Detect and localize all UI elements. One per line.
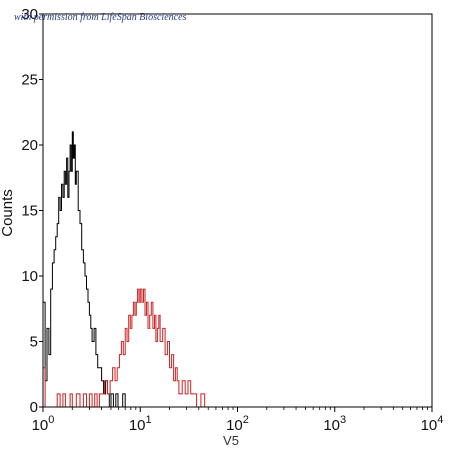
- plot-frame: [42, 13, 433, 408]
- x-tick-label: 100: [32, 414, 55, 434]
- x-tick-label: 103: [323, 414, 346, 434]
- x-axis-title: V5: [223, 433, 239, 448]
- tick-layer: [39, 13, 433, 412]
- y-tick-label: 10: [21, 268, 38, 285]
- label-layer: 100 101 102 103 104 0 5 10 15 20 25 30: [21, 6, 443, 434]
- control-histogram-line: [43, 131, 148, 408]
- y-tick-label: 20: [21, 137, 38, 154]
- x-tick-label: 102: [226, 414, 249, 434]
- y-tick-label: 30: [21, 6, 38, 23]
- x-tick-label: 101: [129, 414, 152, 434]
- series-layer: [43, 131, 432, 408]
- y-tick-label: 0: [30, 399, 38, 416]
- y-tick-label: 5: [30, 334, 38, 351]
- y-tick-label: 15: [21, 203, 38, 220]
- y-axis-title: Counts: [0, 189, 16, 237]
- stained-histogram-line: [43, 288, 432, 408]
- watermark-text: with permission from LifeSpan Bioscience…: [14, 12, 187, 23]
- y-tick-label: 25: [21, 72, 38, 89]
- x-tick-label: 104: [421, 414, 444, 434]
